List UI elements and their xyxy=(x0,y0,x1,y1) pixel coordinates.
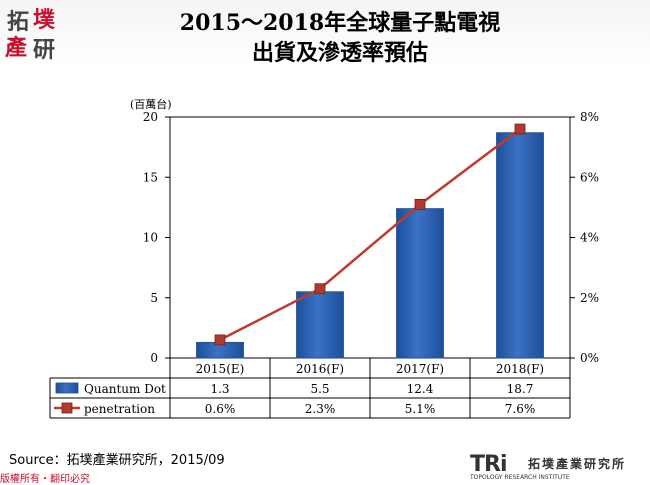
data-label-penetration: 0.6% xyxy=(205,402,236,416)
left-axis-tick-label: 5 xyxy=(150,291,158,305)
tri-logo-name: 拓墣產業研究所 xyxy=(528,457,627,471)
left-axis-tick-label: 20 xyxy=(143,110,158,124)
right-axis-tick-label: 8% xyxy=(580,110,599,124)
source-note: Source：拓墣產業研究所，2015/09 xyxy=(9,453,225,468)
legend-label-penetration: penetration xyxy=(84,402,155,416)
right-axis-tick-label: 4% xyxy=(580,231,599,245)
data-label-penetration: 2.3% xyxy=(305,402,336,416)
tri-logo-subtitle: TOPOLOGY RESEARCH INSTITUTE xyxy=(470,474,570,481)
legend-key-quantum-dot xyxy=(55,382,79,394)
category-label: 2015(E) xyxy=(196,362,245,376)
copyright-note: 版權所有・翻印必究 xyxy=(0,474,90,485)
data-label-penetration: 5.1% xyxy=(405,402,436,416)
chart-title-line-2: 出貨及滲透率預估 xyxy=(251,40,428,66)
chart-title: 2015～2018年全球量子點電視 出貨及滲透率預估 xyxy=(130,8,550,68)
data-label-penetration: 7.6% xyxy=(505,402,536,416)
point-penetration xyxy=(514,123,526,135)
logo-char-4: 研 xyxy=(33,38,56,63)
left-axis-tick-label: 15 xyxy=(143,170,158,184)
tri-logo: TRi 拓墣產業研究所 TOPOLOGY RESEARCH INSTITUTE xyxy=(470,452,645,482)
logo-char-2: 墣 xyxy=(33,8,56,33)
legend-key-penetration-marker xyxy=(61,402,73,414)
brand-logo: 拓 墣 產 研 xyxy=(3,2,71,63)
left-axis-unit-label: (百萬台) xyxy=(130,97,172,111)
logo-char-1: 拓 xyxy=(7,10,30,35)
data-label-quantum-dot: 18.7 xyxy=(507,382,534,396)
bar-quantum-dot xyxy=(296,291,344,359)
right-axis-tick-label: 0% xyxy=(580,351,599,365)
point-penetration xyxy=(314,283,326,295)
data-label-quantum-dot: 12.4 xyxy=(407,382,434,396)
bar-quantum-dot xyxy=(496,132,544,359)
logo-char-3: 產 xyxy=(5,36,28,61)
legend-label-quantum-dot: Quantum Dot xyxy=(84,382,166,396)
point-penetration xyxy=(414,198,426,210)
bar-quantum-dot xyxy=(396,208,444,359)
header-bar xyxy=(0,0,650,64)
data-label-quantum-dot: 5.5 xyxy=(310,382,329,396)
point-penetration xyxy=(214,334,226,346)
category-label: 2017(F) xyxy=(396,362,444,376)
right-axis-tick-label: 6% xyxy=(580,170,599,184)
chart-title-line-1: 2015～2018年全球量子點電視 xyxy=(179,10,501,36)
right-axis-tick-label: 2% xyxy=(580,291,599,305)
line-penetration xyxy=(219,128,521,342)
left-axis-tick-label: 10 xyxy=(143,231,158,245)
data-label-quantum-dot: 1.3 xyxy=(210,382,229,396)
category-label: 2018(F) xyxy=(496,362,544,376)
left-axis-tick-label: 0 xyxy=(150,351,158,365)
tri-logo-mark: TRi xyxy=(470,452,507,477)
category-label: 2016(F) xyxy=(296,362,344,376)
